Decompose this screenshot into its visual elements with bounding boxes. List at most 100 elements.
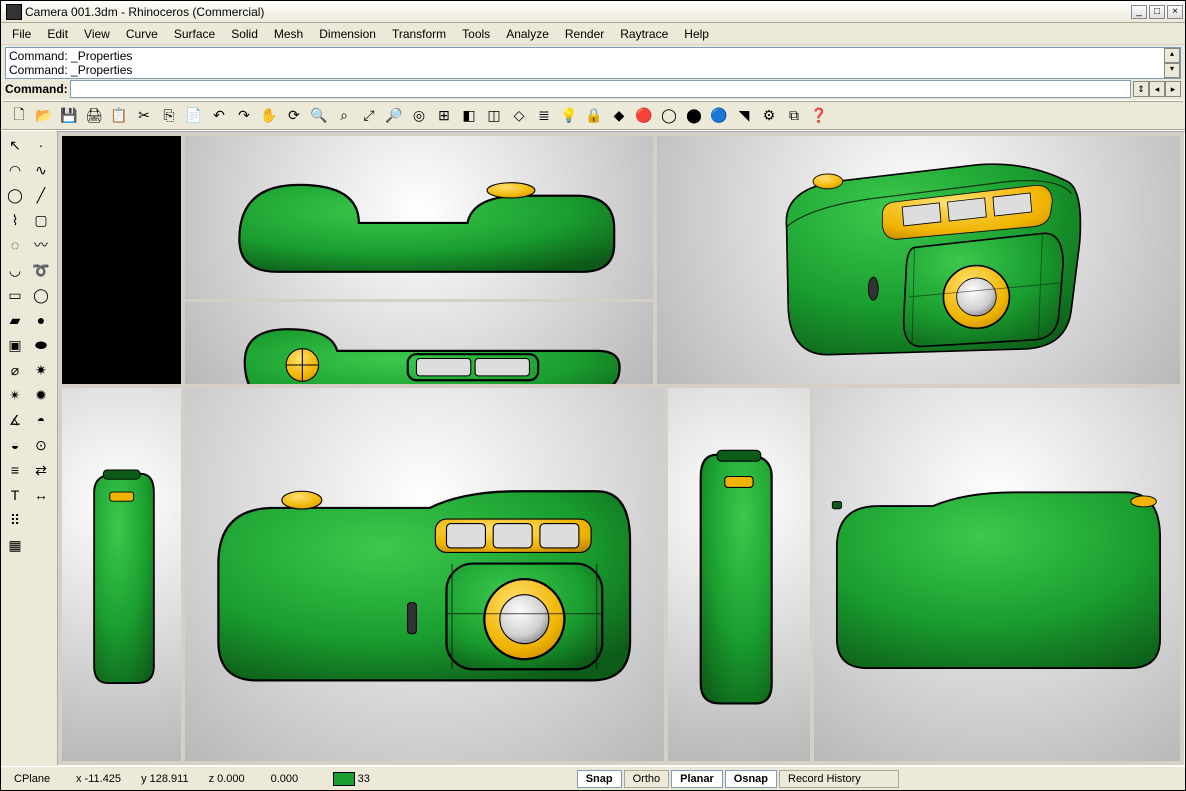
color-icon[interactable]: 🔴 (632, 104, 656, 128)
menu-dimension[interactable]: Dimension (312, 25, 383, 43)
line-icon[interactable]: ╱ (29, 183, 53, 207)
rect2-icon[interactable]: ▢ (29, 208, 53, 232)
lock-icon[interactable]: 🔒 (582, 104, 606, 128)
pipe-icon[interactable]: ⌀ (3, 358, 27, 382)
spiral-icon[interactable]: ➰ (29, 258, 53, 282)
options-icon[interactable]: ⚙ (757, 104, 781, 128)
lasso-select-icon[interactable]: ◠ (3, 158, 27, 182)
layers-icon[interactable]: ≣ (532, 104, 556, 128)
toggle-snap[interactable]: Snap (577, 770, 622, 788)
minimize-button[interactable]: _ (1131, 5, 1147, 19)
cmd-left-icon[interactable]: ◂ (1149, 81, 1165, 97)
ellipse-icon[interactable]: ◯ (29, 283, 53, 307)
render-icon[interactable]: 🔵 (707, 104, 731, 128)
menu-analyze[interactable]: Analyze (499, 25, 556, 43)
command-history[interactable]: Command: _Properties Command: _Propertie… (5, 47, 1181, 79)
properties-icon[interactable]: ⧉ (782, 104, 806, 128)
new-icon[interactable]: 🗋 (7, 104, 31, 128)
toggle-ortho[interactable]: Ortho (624, 770, 670, 788)
light-icon[interactable]: 💡 (557, 104, 581, 128)
shade-icon[interactable]: ⬤ (682, 104, 706, 128)
grip-icon[interactable]: ⊙ (29, 433, 53, 457)
print-icon[interactable]: 🖨 (82, 104, 106, 128)
zoom-selected-icon[interactable]: ◎ (407, 104, 431, 128)
paste-icon[interactable]: 📋 (107, 104, 131, 128)
transform-icon[interactable]: ↔ (29, 483, 53, 507)
viewport-top-mid[interactable] (183, 134, 654, 386)
cmd-right-icon[interactable]: ▸ (1165, 81, 1181, 97)
menu-mesh[interactable]: Mesh (267, 25, 310, 43)
annotate-icon[interactable]: ◥ (732, 104, 756, 128)
zoom-in-icon[interactable]: 🔍 (307, 104, 331, 128)
viewport-bottom-3[interactable] (666, 386, 812, 763)
clipboard-icon[interactable]: 📄 (182, 104, 206, 128)
point-icon[interactable]: · (29, 133, 53, 157)
maximize-button[interactable]: □ (1149, 5, 1165, 19)
redo-icon[interactable]: ↷ (232, 104, 256, 128)
star-icon[interactable]: ✷ (29, 358, 53, 382)
cmd-updown-icon[interactable]: ⇕ (1133, 81, 1149, 97)
menu-view[interactable]: View (77, 25, 117, 43)
pointer-icon[interactable]: ↖ (3, 133, 27, 157)
menu-curve[interactable]: Curve (119, 25, 165, 43)
blend-icon[interactable]: ◒ (3, 433, 27, 457)
four-viewport-icon[interactable]: ⊞ (432, 104, 456, 128)
zoom-extents-icon[interactable]: ⤢ (357, 104, 381, 128)
open-icon[interactable]: 📂 (32, 104, 56, 128)
pan-icon[interactable]: ✋ (257, 104, 281, 128)
box-icon[interactable]: ▦ (3, 533, 27, 557)
puzzle-icon[interactable]: ✴ (3, 383, 27, 407)
status-layer[interactable]: 33 (324, 769, 384, 789)
menu-file[interactable]: File (5, 25, 38, 43)
rect-icon[interactable]: ▭ (3, 283, 27, 307)
polyline-icon[interactable]: ⌇ (3, 208, 27, 232)
viewport-top-right[interactable] (655, 134, 1182, 386)
viewport-top-left-black[interactable] (60, 134, 183, 386)
named-view-icon[interactable]: ◫ (482, 104, 506, 128)
toggle-osnap[interactable]: Osnap (725, 770, 777, 788)
toggle-record-history[interactable]: Record History (779, 770, 899, 788)
menu-render[interactable]: Render (558, 25, 611, 43)
wireframe-icon[interactable]: ◯ (657, 104, 681, 128)
circle-sel-icon[interactable]: ◯ (3, 183, 27, 207)
history-down-icon[interactable]: ▾ (1164, 63, 1180, 78)
curve-icon[interactable]: ∿ (29, 158, 53, 182)
viewport-bottom-4[interactable] (812, 386, 1182, 763)
rotate-view-icon[interactable]: ⟳ (282, 104, 306, 128)
hatch-icon[interactable]: ≡ (3, 458, 27, 482)
zoom-prev-icon[interactable]: 🔎 (382, 104, 406, 128)
viewport-bottom-2[interactable] (183, 386, 665, 763)
status-cplane[interactable]: CPlane (5, 770, 65, 788)
arc-icon[interactable]: ◡ (3, 258, 27, 282)
offset-icon[interactable]: ⇄ (29, 458, 53, 482)
menu-surface[interactable]: Surface (167, 25, 222, 43)
circle-tool-icon[interactable]: ◌ (3, 233, 27, 257)
menu-raytrace[interactable]: Raytrace (613, 25, 675, 43)
menu-edit[interactable]: Edit (40, 25, 75, 43)
curve2-icon[interactable]: 〰 (29, 233, 53, 257)
angle-icon[interactable]: ∡ (3, 408, 27, 432)
cut-icon[interactable]: ✂ (132, 104, 156, 128)
solid-icon[interactable]: ▣ (3, 333, 27, 357)
menu-transform[interactable]: Transform (385, 25, 453, 43)
menu-solid[interactable]: Solid (224, 25, 265, 43)
text-icon[interactable]: T (3, 483, 27, 507)
surface-icon[interactable]: ▰ (3, 308, 27, 332)
set-view-icon[interactable]: ◇ (507, 104, 531, 128)
close-button[interactable]: × (1167, 5, 1183, 19)
object-props-icon[interactable]: ◆ (607, 104, 631, 128)
history-up-icon[interactable]: ▴ (1164, 48, 1180, 63)
cplane-icon[interactable]: ◧ (457, 104, 481, 128)
help-icon[interactable]: ❓ (807, 104, 831, 128)
copy-icon[interactable]: ⎘ (157, 104, 181, 128)
dots-icon[interactable]: ⠿ (3, 508, 27, 532)
menu-tools[interactable]: Tools (455, 25, 497, 43)
explosion-icon[interactable]: ✹ (29, 383, 53, 407)
undo-icon[interactable]: ↶ (207, 104, 231, 128)
menu-help[interactable]: Help (677, 25, 716, 43)
sphere-icon[interactable]: ● (29, 308, 53, 332)
zoom-window-icon[interactable]: ⌕ (332, 104, 356, 128)
cylinder-icon[interactable]: ⬬ (29, 333, 53, 357)
command-input[interactable] (70, 80, 1131, 98)
save-icon[interactable]: 💾 (57, 104, 81, 128)
